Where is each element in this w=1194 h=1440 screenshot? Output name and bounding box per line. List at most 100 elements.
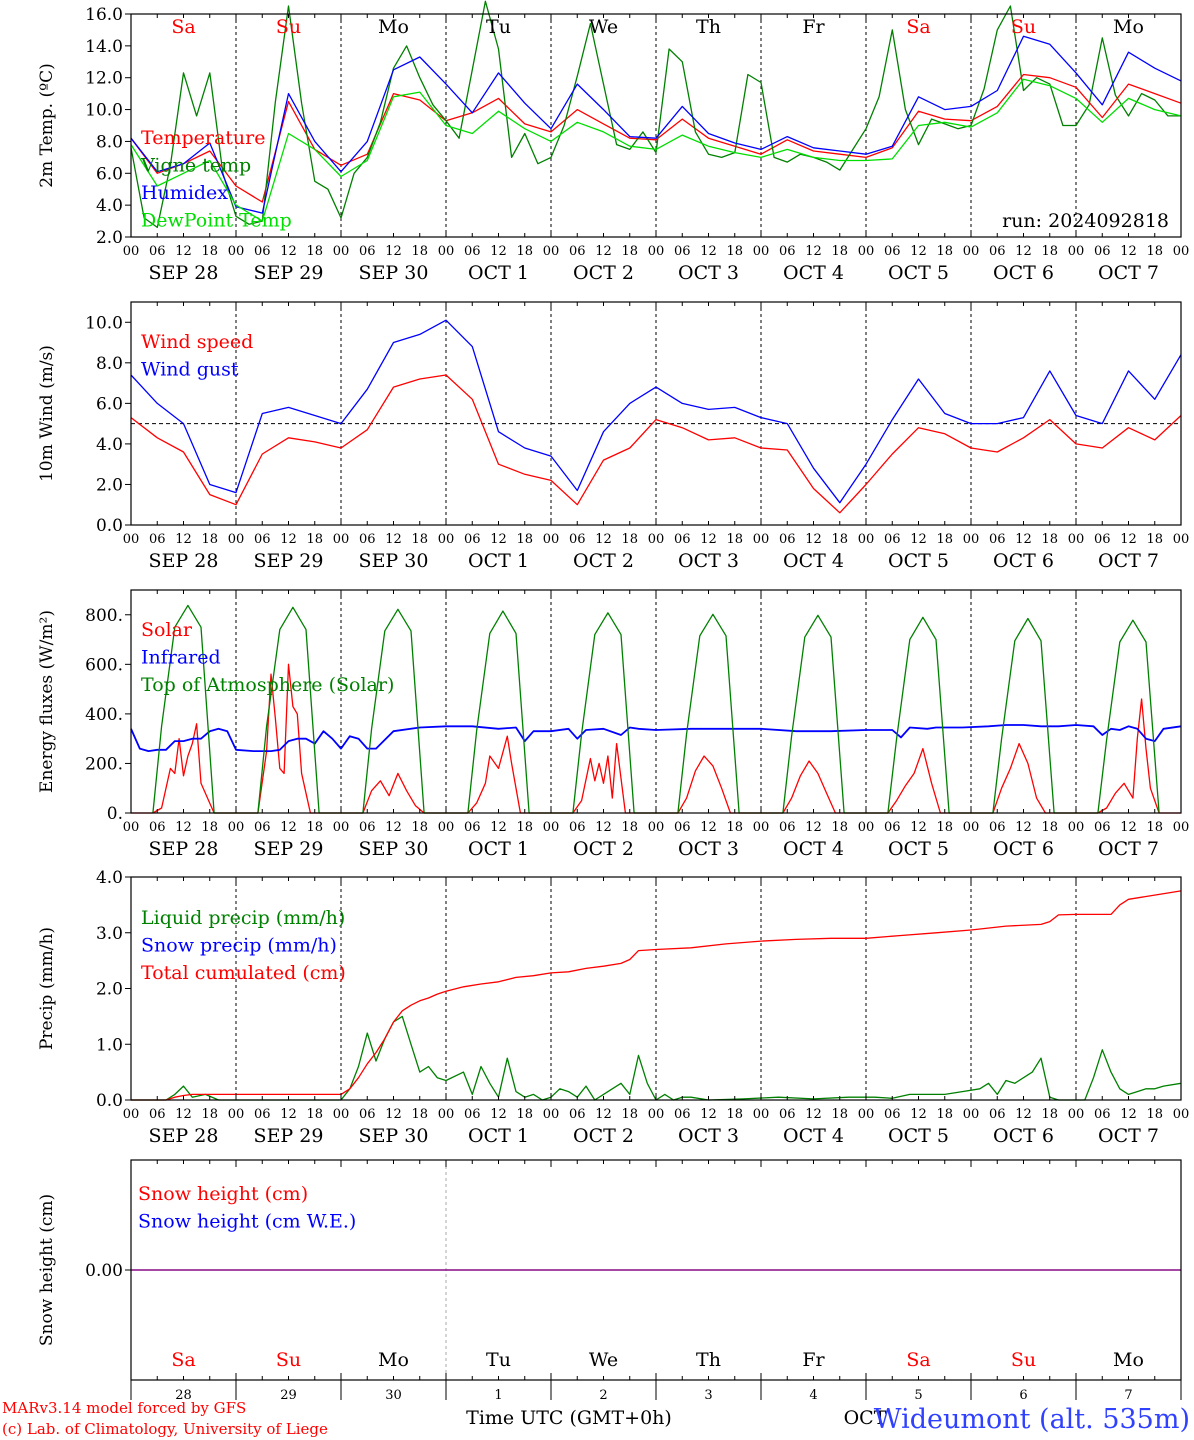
x-hour-label: 00 <box>1173 820 1190 835</box>
x-date-label: OCT 6 <box>993 262 1054 284</box>
x-hour-label: 12 <box>280 244 297 259</box>
legend-snow-1: Snow height (cm W.E.) <box>138 1211 356 1233</box>
legend-energy-1: Infrared <box>141 647 221 669</box>
x-hour-label: 12 <box>910 244 927 259</box>
bottom-day-name: Sa <box>171 1349 195 1371</box>
series-line-energy-1 <box>130 724 1182 752</box>
y-tick-label: 12.0 <box>85 69 123 89</box>
x-hour-label: 00 <box>123 532 140 547</box>
legend-wind-0: Wind speed <box>141 331 253 353</box>
x-hour-label: 06 <box>149 532 166 547</box>
x-hour-label: 00 <box>753 820 770 835</box>
plot-frame <box>130 589 1182 814</box>
x-hour-label: 18 <box>1146 532 1163 547</box>
x-hour-label: 18 <box>1146 820 1163 835</box>
x-hour-label: 18 <box>621 244 638 259</box>
x-hour-label: 18 <box>411 532 428 547</box>
x-hour-label: 12 <box>490 532 507 547</box>
x-hour-label: 12 <box>595 1107 612 1122</box>
x-hour-label: 12 <box>910 1107 927 1122</box>
panels: 2.04.06.08.010.012.014.016.02m Temp. (ºC… <box>37 0 1190 1403</box>
x-hour-label: 06 <box>569 244 586 259</box>
x-hour-label: 00 <box>543 244 560 259</box>
legend-energy-2: Top of Atmosphere (Solar) <box>141 674 394 696</box>
x-hour-label: 18 <box>726 1107 743 1122</box>
x-hour-label: 00 <box>228 820 245 835</box>
x-date-label: OCT 4 <box>783 262 844 284</box>
x-hour-label: 00 <box>1068 1107 1085 1122</box>
y-tick-label: 4.0 <box>96 196 123 216</box>
x-hour-label: 06 <box>359 820 376 835</box>
x-hour-label: 00 <box>228 244 245 259</box>
x-hour-label: 00 <box>648 820 665 835</box>
x-hour-label: 00 <box>753 244 770 259</box>
panel-precip: 0.0 1.0 2.0 3.0 4.0 Precip (mm/h) Liquid preci… <box>37 868 1189 1147</box>
x-hour-label: 00 <box>438 1107 455 1122</box>
x-hour-label: 12 <box>175 820 192 835</box>
x-date-label: SEP 28 <box>149 838 219 860</box>
top-day-name: We <box>589 16 618 38</box>
x-hour-label: 18 <box>621 1107 638 1122</box>
x-hour-label: 18 <box>1041 244 1058 259</box>
x-hour-label: 12 <box>1015 820 1032 835</box>
top-day-name: Mo <box>1113 16 1144 38</box>
x-hour-label: 06 <box>569 532 586 547</box>
y-tick-label: 0.00 <box>85 1261 123 1281</box>
x-hour-label: 00 <box>1173 244 1190 259</box>
bottom-day-name: Th <box>696 1349 721 1371</box>
series-line-precip-2 <box>131 890 1182 1101</box>
y-tick-label: 400. <box>85 705 123 725</box>
x-hour-label: 12 <box>280 820 297 835</box>
x-hour-label: 00 <box>753 532 770 547</box>
x-hour-label: 06 <box>359 532 376 547</box>
x-hour-label: 00 <box>648 1107 665 1122</box>
y-tick-label: 16.0 <box>85 5 123 25</box>
x-hour-label: 06 <box>464 244 481 259</box>
x-hour-label: 18 <box>201 1107 218 1122</box>
x-hour-label: 00 <box>543 820 560 835</box>
x-hour-label: 12 <box>805 244 822 259</box>
legend-temp-2: Humidex <box>141 182 228 204</box>
x-hour-label: 12 <box>700 820 717 835</box>
legend-energy-0: Solar <box>141 619 193 641</box>
legend-wind-1: Wind gust <box>141 359 239 381</box>
bottom-day-name: Sa <box>906 1349 930 1371</box>
x-hour-label: 00 <box>858 244 875 259</box>
x-hour-label: 12 <box>595 244 612 259</box>
x-hour-label: 06 <box>674 244 691 259</box>
x-date-label: OCT 3 <box>678 1125 739 1147</box>
x-hour-label: 18 <box>201 244 218 259</box>
x-hour-label: 06 <box>569 820 586 835</box>
x-hour-label: 18 <box>726 532 743 547</box>
x-hour-label: 00 <box>228 1107 245 1122</box>
x-hour-label: 12 <box>805 532 822 547</box>
x-hour-label: 00 <box>543 532 560 547</box>
top-day-name: Sa <box>906 16 930 38</box>
x-hour-label: 12 <box>385 244 402 259</box>
x-hour-label: 12 <box>1015 244 1032 259</box>
x-hour-label: 12 <box>700 532 717 547</box>
top-day-name: Su <box>276 16 301 38</box>
top-day-name: Mo <box>378 16 409 38</box>
x-hour-label: 12 <box>490 244 507 259</box>
x-date-label: SEP 30 <box>359 262 429 284</box>
station-label: Wideumont (alt. 535m) <box>874 1404 1190 1435</box>
x-hour-label: 06 <box>464 820 481 835</box>
x-hour-label: 06 <box>359 1107 376 1122</box>
y-tick-label: 4.0 <box>96 435 123 455</box>
x-hour-label: 00 <box>543 1107 560 1122</box>
x-hour-label: 00 <box>1068 820 1085 835</box>
x-hour-label: 06 <box>254 244 271 259</box>
x-hour-label: 00 <box>963 1107 980 1122</box>
x-hour-label: 00 <box>858 1107 875 1122</box>
x-hour-label: 00 <box>123 1107 140 1122</box>
bottom-day-number: 1 <box>494 1388 502 1403</box>
y-axis-label: Precip (mm/h) <box>37 927 57 1050</box>
y-tick-label: 800. <box>85 606 123 626</box>
x-date-label: SEP 30 <box>359 1125 429 1147</box>
bottom-day-number: 29 <box>280 1388 297 1403</box>
x-date-label: OCT 1 <box>468 550 529 572</box>
x-hour-label: 06 <box>779 1107 796 1122</box>
x-hour-label: 12 <box>700 1107 717 1122</box>
x-hour-label: 06 <box>464 1107 481 1122</box>
